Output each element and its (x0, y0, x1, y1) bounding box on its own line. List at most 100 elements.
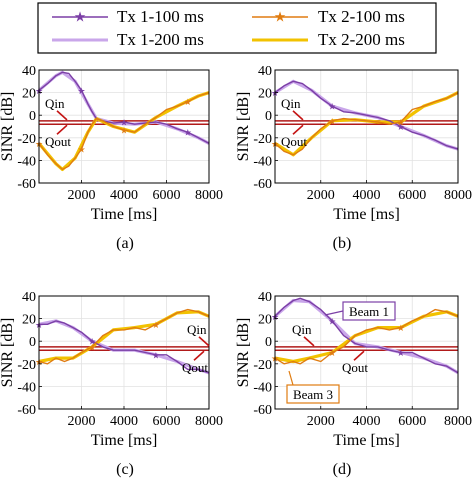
y-tick-label: -60 (253, 177, 272, 192)
series-marker-star-icon: ★ (397, 323, 405, 333)
series-marker-star-icon: ★ (152, 350, 160, 360)
series-line-tx1-100ms (274, 80, 459, 150)
series-marker-star-icon: ★ (328, 348, 336, 358)
series-line-tx2-100ms (38, 91, 210, 171)
y-tick-label: 40 (22, 290, 36, 305)
qout-arrow-icon (292, 124, 304, 135)
x-tick-label: 8000 (195, 188, 223, 203)
y-tick-label: 40 (258, 64, 272, 79)
x-tick-label: 4000 (353, 414, 381, 429)
y-axis-label: SINR [dB] (235, 92, 252, 162)
series-marker-star-icon: ★ (184, 97, 192, 107)
x-tick-label: 2000 (68, 188, 96, 203)
y-tick-label: -20 (253, 132, 272, 147)
series-line-tx2-100ms (274, 308, 459, 365)
series-marker-star-icon: ★ (397, 348, 405, 358)
qout-label: Qout (281, 134, 307, 149)
y-tick-label: 0 (265, 109, 272, 124)
series-line-tx2-200ms (38, 310, 210, 364)
legend-box (37, 2, 437, 54)
beam1-pointer (324, 310, 344, 316)
y-tick-label: -20 (17, 132, 36, 147)
x-tick-label: 4000 (110, 188, 138, 203)
legend-entry-tx2-200: Tx 2-200 ms (252, 30, 405, 49)
y-tick-label: 0 (29, 335, 36, 350)
panel-caption: (d) (333, 461, 352, 478)
y-tick-label: -60 (17, 403, 36, 418)
series-line-tx2-200ms (274, 310, 459, 364)
beam3-pointer (288, 370, 294, 386)
x-tick-label: 2000 (307, 414, 335, 429)
panel-caption: (b) (333, 235, 352, 252)
y-tick-label: 0 (265, 335, 272, 350)
series-marker-star-icon: ★ (328, 316, 336, 326)
y-tick-label: -60 (17, 177, 36, 192)
qin-label: Qin (281, 96, 301, 111)
x-tick-label: 4000 (110, 414, 138, 429)
legend-entry-tx1-200: Tx 1-200 ms (52, 30, 204, 49)
x-axis-label: Time [ms] (333, 206, 400, 223)
qin-label: Qin (45, 96, 65, 111)
legend-star-icon: ★ (74, 11, 87, 26)
y-axis-label: SINR [dB] (0, 318, 16, 388)
series-line-tx1-200ms (273, 298, 459, 375)
y-tick-label: -60 (253, 403, 272, 418)
qout-arrow-icon (56, 124, 68, 135)
y-tick-label: 20 (22, 87, 36, 102)
legend-entry-tx2-100: ★ Tx 2-100 ms (252, 7, 405, 26)
series-line-tx1-100ms (274, 297, 459, 374)
series-marker-star-icon: ★ (397, 122, 405, 132)
beam3-box (286, 384, 340, 404)
y-tick-label: -20 (17, 358, 36, 373)
legend-label-tx2-100: Tx 2-100 ms (318, 7, 405, 26)
y-tick-label: 40 (22, 64, 36, 79)
series-line-tx2-100ms (274, 91, 459, 156)
y-tick-label: -40 (17, 154, 36, 169)
legend: ★ Tx 1-100 ms ★ Tx 2-100 ms Tx 1-200 ms … (37, 2, 437, 54)
y-tick-label: -20 (253, 358, 272, 373)
series-marker-star-icon: ★ (328, 102, 336, 112)
y-tick-label: 20 (258, 87, 272, 102)
legend-star-icon: ★ (274, 11, 287, 26)
panel-caption: (c) (116, 461, 134, 478)
series-marker-star-icon: ★ (77, 145, 85, 155)
y-tick-label: 40 (258, 290, 272, 305)
series-marker-star-icon: ★ (88, 342, 96, 352)
series-marker-star-icon: ★ (88, 337, 96, 347)
y-tick-label: 0 (29, 109, 36, 124)
y-axis-label: SINR [dB] (0, 92, 16, 162)
y-tick-label: -40 (253, 154, 272, 169)
legend-label-tx1-100: Tx 1-100 ms (117, 7, 204, 26)
series-marker-star-icon: ★ (184, 128, 192, 138)
x-tick-label: 6000 (153, 414, 181, 429)
x-tick-label: 2000 (68, 414, 96, 429)
x-axis-label: Time [ms] (333, 432, 400, 449)
series-marker-star-icon: ★ (152, 320, 160, 330)
qin-label: Qin (292, 322, 312, 337)
x-axis-label: Time [ms] (91, 206, 158, 223)
x-tick-label: 8000 (444, 414, 472, 429)
panel-caption: (a) (116, 235, 134, 252)
qout-label: Qout (342, 360, 368, 375)
x-tick-label: 6000 (398, 188, 426, 203)
series-line-tx2-100ms (38, 308, 210, 365)
legend-label-tx1-200: Tx 1-200 ms (117, 30, 204, 49)
qout-label: Qout (182, 360, 208, 375)
series-marker-star-icon: ★ (77, 86, 85, 96)
y-tick-label: -40 (17, 380, 36, 395)
x-tick-label: 2000 (307, 188, 335, 203)
legend-entry-tx1-100: ★ Tx 1-100 ms (52, 7, 204, 26)
x-tick-label: 6000 (153, 188, 181, 203)
x-tick-label: 6000 (398, 414, 426, 429)
beam3-label: Beam 3 (293, 387, 333, 402)
qin-arrow-icon (303, 336, 315, 347)
y-tick-label: 20 (258, 313, 272, 328)
y-tick-label: -40 (253, 380, 272, 395)
qin-arrow-icon (198, 336, 210, 347)
x-tick-label: 4000 (353, 188, 381, 203)
series-marker-star-icon: ★ (120, 117, 128, 127)
